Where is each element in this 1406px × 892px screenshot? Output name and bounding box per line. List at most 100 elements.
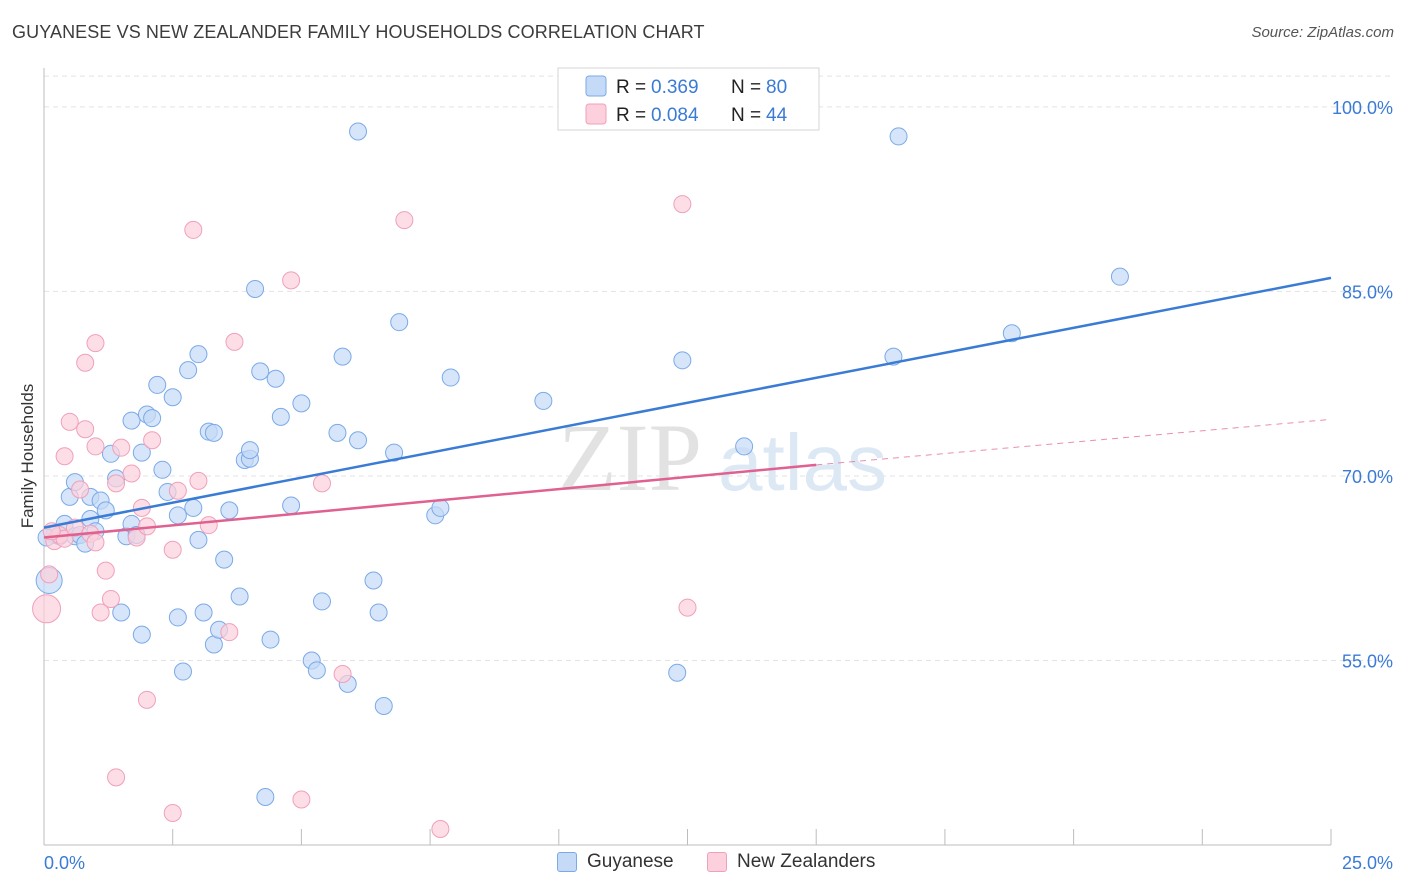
guyanese-point bbox=[369, 603, 388, 622]
new-zealander-point bbox=[122, 464, 141, 483]
guyanese-point bbox=[189, 530, 208, 549]
guyanese-point bbox=[292, 394, 311, 413]
guyanese-point bbox=[132, 443, 151, 462]
guyanese-point bbox=[215, 550, 234, 569]
legend-r-label: R = bbox=[616, 77, 646, 98]
guyanese-point bbox=[220, 501, 239, 520]
new-zealander-point bbox=[60, 412, 79, 431]
y-tick-label: 55.0% bbox=[1342, 651, 1393, 671]
legend-n-label: N = bbox=[731, 105, 761, 126]
guyanese-point bbox=[153, 460, 172, 479]
x-tick-label: 25.0% bbox=[1342, 853, 1393, 873]
legend-label-new-zealanders: New Zealanders bbox=[737, 851, 876, 872]
new-zealander-point bbox=[143, 431, 162, 450]
guyanese-point bbox=[307, 661, 326, 680]
new-zealander-point bbox=[168, 481, 187, 500]
guyanese-point bbox=[735, 437, 754, 456]
guyanese-point bbox=[251, 362, 270, 381]
new-zealander-trend-extension bbox=[816, 418, 1332, 466]
guyanese-point bbox=[889, 127, 908, 146]
new-zealander-point bbox=[101, 589, 120, 608]
guyanese-point bbox=[312, 592, 331, 611]
new-zealander-point bbox=[55, 447, 74, 466]
axes bbox=[43, 68, 1332, 846]
x-tick-label: 0.0% bbox=[44, 853, 85, 873]
new-zealander-point bbox=[107, 474, 126, 493]
guyanese-point bbox=[189, 345, 208, 364]
guyanese-point bbox=[1110, 267, 1129, 286]
guyanese-point bbox=[194, 603, 213, 622]
guyanese-point bbox=[333, 347, 352, 366]
new-zealander-point bbox=[673, 195, 692, 214]
new-zealander-point bbox=[40, 565, 59, 584]
guyanese-point bbox=[132, 625, 151, 644]
new-zealander-point bbox=[189, 471, 208, 490]
guyanese-point bbox=[168, 608, 187, 627]
legend-r-value: 0.369 bbox=[651, 77, 699, 98]
guyanese-point bbox=[668, 663, 687, 682]
new-zealander-point bbox=[96, 561, 115, 580]
guyanese-point bbox=[246, 279, 265, 298]
chart-title: GUYANESE VS NEW ZEALANDER FAMILY HOUSEHO… bbox=[12, 22, 705, 42]
new-zealander-point bbox=[678, 598, 697, 617]
data-points bbox=[32, 122, 1129, 839]
stats-legend: R = 0.369 N = 80 R = 0.084 N = 44 bbox=[557, 67, 820, 131]
guyanese-point bbox=[168, 506, 187, 525]
guyanese-point bbox=[534, 391, 553, 410]
watermark-zip: ZIP bbox=[558, 404, 702, 511]
guyanese-point bbox=[266, 369, 285, 388]
y-tick-label: 85.0% bbox=[1342, 282, 1393, 302]
new-zealander-point bbox=[184, 220, 203, 239]
new-zealander-point bbox=[312, 474, 331, 493]
guyanese-point bbox=[271, 407, 290, 426]
new-zealander-point bbox=[163, 540, 182, 559]
legend-swatch-new-zealanders bbox=[707, 852, 727, 872]
legend-r-label: R = bbox=[616, 105, 646, 126]
new-zealander-point bbox=[32, 594, 62, 624]
new-zealander-point bbox=[86, 533, 105, 552]
guyanese-point bbox=[184, 498, 203, 517]
new-zealander-point bbox=[225, 332, 244, 351]
guyanese-point bbox=[349, 122, 368, 141]
guyanese-point bbox=[143, 409, 162, 428]
new-zealander-point bbox=[107, 768, 126, 787]
new-zealander-point bbox=[282, 271, 301, 290]
legend-n-value: 80 bbox=[766, 77, 787, 98]
new-zealander-point bbox=[76, 420, 95, 439]
watermark-atlas: atlas bbox=[718, 418, 887, 507]
new-zealander-point bbox=[163, 804, 182, 823]
legend-n-value: 44 bbox=[766, 105, 788, 126]
legend-swatch-guyanese bbox=[585, 75, 607, 97]
guyanese-point bbox=[390, 313, 409, 332]
y-axis-label: Family Households bbox=[18, 384, 37, 529]
new-zealander-point bbox=[86, 437, 105, 456]
guyanese-point bbox=[230, 587, 249, 606]
source-credit: Source: ZipAtlas.com bbox=[1251, 24, 1394, 41]
legend-item-guyanese[interactable]: Guyanese bbox=[557, 851, 674, 873]
trend-lines bbox=[43, 276, 1332, 539]
new-zealander-point bbox=[91, 603, 110, 622]
guyanese-trend-line bbox=[43, 276, 1332, 529]
new-zealander-point bbox=[76, 353, 95, 372]
y-tick-label: 100.0% bbox=[1332, 98, 1393, 118]
guyanese-point bbox=[673, 351, 692, 370]
guyanese-point bbox=[374, 696, 393, 715]
guyanese-point bbox=[261, 630, 280, 649]
legend-item-new-zealanders[interactable]: New Zealanders bbox=[707, 851, 875, 873]
guyanese-point bbox=[179, 361, 198, 380]
legend-swatch-guyanese bbox=[557, 852, 577, 872]
guyanese-point bbox=[240, 441, 259, 460]
new-zealander-point bbox=[292, 790, 311, 809]
guyanese-point bbox=[364, 571, 383, 590]
x-tick-labels: 0.0% 25.0% bbox=[44, 853, 1393, 873]
guyanese-point bbox=[1002, 324, 1021, 343]
new-zealander-point bbox=[112, 438, 131, 457]
guyanese-point bbox=[122, 411, 141, 430]
guyanese-point bbox=[441, 368, 460, 387]
legend-r-value: 0.084 bbox=[651, 105, 699, 126]
new-zealander-point bbox=[220, 623, 239, 642]
legend-swatch-new-zealanders bbox=[585, 103, 607, 125]
new-zealander-point bbox=[395, 211, 414, 230]
guyanese-point bbox=[282, 496, 301, 515]
